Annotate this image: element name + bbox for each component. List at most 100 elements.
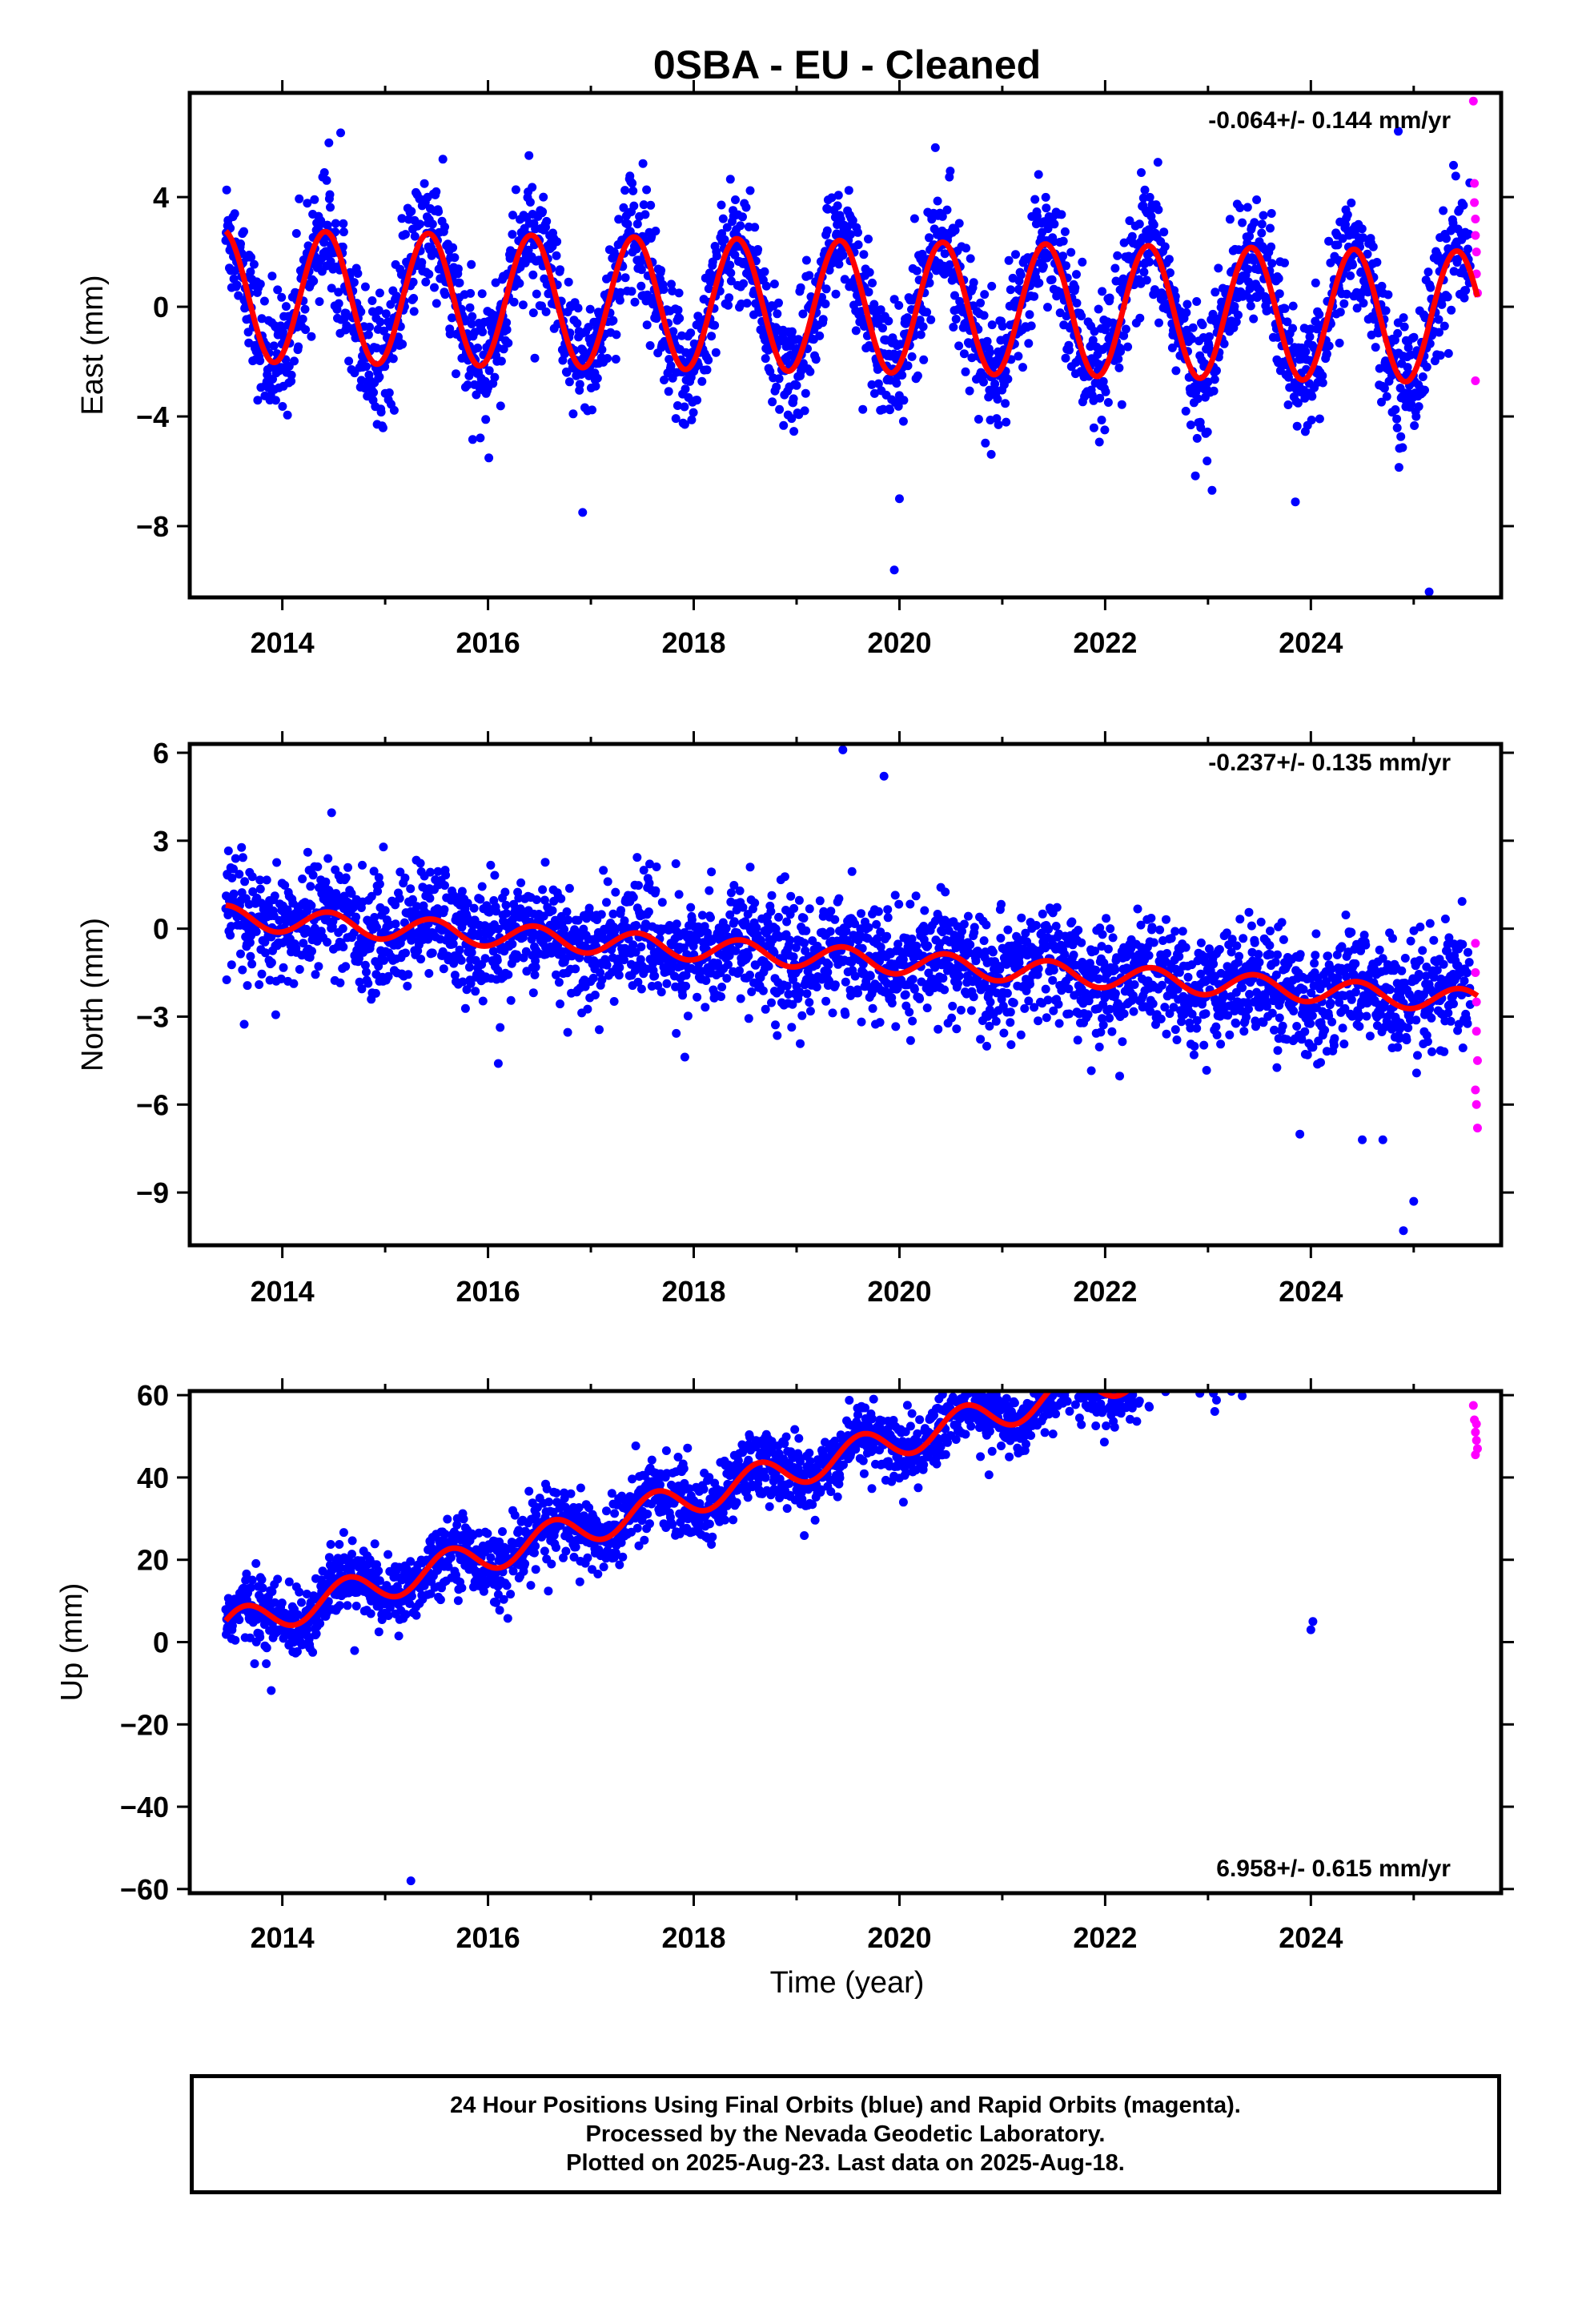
final-orbit-point	[1038, 909, 1047, 919]
final-orbit-point	[946, 167, 955, 176]
final-orbit-point	[245, 938, 255, 947]
final-orbit-point	[380, 906, 390, 915]
final-orbit-point	[899, 396, 909, 405]
final-orbit-point	[620, 273, 630, 283]
final-orbit-point	[841, 1010, 850, 1019]
plot-area	[221, 745, 1482, 1236]
final-orbit-point	[712, 251, 721, 261]
final-orbit-point	[1234, 310, 1243, 320]
final-orbit-point	[958, 927, 966, 936]
final-orbit-point	[1435, 351, 1445, 360]
final-orbit-point	[1047, 275, 1057, 284]
final-orbit-point	[710, 320, 720, 330]
final-orbit-point	[753, 245, 763, 254]
x-tick-label: 2016	[456, 626, 520, 659]
final-orbit-point	[357, 984, 367, 994]
final-orbit-point	[645, 859, 654, 869]
final-orbit-point	[232, 280, 242, 290]
final-orbit-point	[660, 376, 669, 384]
final-orbit-point	[1409, 332, 1419, 342]
x-tick-label: 2020	[867, 626, 931, 659]
final-orbit-point	[325, 190, 335, 199]
final-orbit-point	[369, 866, 379, 876]
final-orbit-point	[775, 404, 785, 414]
final-orbit-point	[1170, 927, 1180, 936]
final-orbit-point	[396, 867, 405, 877]
final-orbit-point	[440, 881, 449, 891]
final-orbit-point	[864, 923, 873, 932]
final-orbit-point	[922, 1003, 932, 1013]
final-orbit-point	[1210, 375, 1219, 384]
final-orbit-point	[416, 219, 424, 229]
final-orbit-point	[982, 920, 991, 930]
final-orbit-point	[1094, 304, 1103, 314]
final-orbit-point	[735, 886, 745, 895]
final-orbit-point	[979, 377, 988, 387]
final-orbit-point	[963, 911, 973, 921]
final-orbit-point	[985, 1021, 994, 1031]
final-orbit-point	[1054, 999, 1063, 1009]
final-orbit-point	[771, 1020, 780, 1030]
final-orbit-point	[273, 285, 283, 295]
final-orbit-point	[639, 866, 648, 875]
final-orbit-point	[588, 973, 598, 983]
final-orbit-point	[801, 388, 810, 398]
plot-area	[221, 96, 1482, 597]
final-orbit-point	[1171, 366, 1181, 376]
final-orbit-point	[640, 210, 650, 219]
final-orbit-point	[1352, 304, 1362, 313]
final-orbit-point	[801, 255, 811, 265]
final-orbit-point	[1020, 1003, 1030, 1013]
rapid-orbit-point	[1468, 96, 1478, 106]
final-orbit-point	[1190, 1042, 1199, 1051]
x-tick-label: 2024	[1279, 626, 1343, 659]
final-orbit-point	[629, 201, 639, 211]
final-orbit-point	[651, 886, 661, 895]
final-orbit-point	[853, 240, 863, 250]
final-orbit-point	[590, 991, 600, 999]
final-orbit-point	[278, 402, 287, 411]
final-orbit-point	[718, 214, 728, 223]
final-orbit-point	[335, 978, 345, 987]
final-orbit-point	[1203, 427, 1212, 436]
final-orbit-point	[338, 242, 347, 251]
final-orbit-point	[508, 211, 517, 220]
final-orbit-point	[450, 253, 460, 263]
final-orbit-point	[761, 1004, 770, 1014]
final-orbit-point	[905, 1007, 914, 1017]
final-orbit-point	[365, 322, 374, 332]
final-orbit-point	[616, 906, 625, 915]
final-orbit-point	[339, 227, 348, 237]
final-orbit-point	[1377, 397, 1386, 407]
final-orbit-point	[1105, 293, 1114, 303]
rapid-orbit-point	[1472, 247, 1481, 257]
final-orbit-point	[729, 917, 739, 927]
final-orbit-point	[1186, 420, 1195, 430]
final-orbit-point	[876, 305, 885, 315]
final-orbit-point	[726, 888, 736, 898]
final-orbit-point	[987, 320, 997, 330]
final-orbit-point	[1073, 1035, 1082, 1045]
final-orbit-point	[384, 388, 394, 397]
final-orbit-point	[652, 314, 661, 324]
final-orbit-point	[1017, 913, 1026, 923]
final-orbit-point	[1162, 915, 1170, 924]
final-orbit-point	[1030, 292, 1039, 301]
final-orbit-point	[883, 913, 893, 923]
final-orbit-point	[1117, 400, 1126, 409]
final-orbit-point	[1041, 192, 1050, 202]
final-orbit-point	[538, 207, 548, 216]
final-orbit-point	[1103, 944, 1113, 954]
final-orbit-point	[440, 905, 449, 915]
final-orbit-point	[1169, 1003, 1178, 1012]
final-orbit-point	[1315, 414, 1324, 424]
final-orbit-point	[970, 923, 979, 932]
final-orbit-point	[1311, 278, 1320, 287]
final-orbit-point	[246, 267, 255, 276]
final-orbit-point	[1357, 224, 1367, 234]
final-orbit-point	[1110, 263, 1120, 273]
final-orbit-point	[267, 271, 277, 281]
final-orbit-point	[717, 992, 725, 1001]
final-orbit-point	[894, 899, 904, 909]
final-orbit-point	[1193, 394, 1203, 404]
